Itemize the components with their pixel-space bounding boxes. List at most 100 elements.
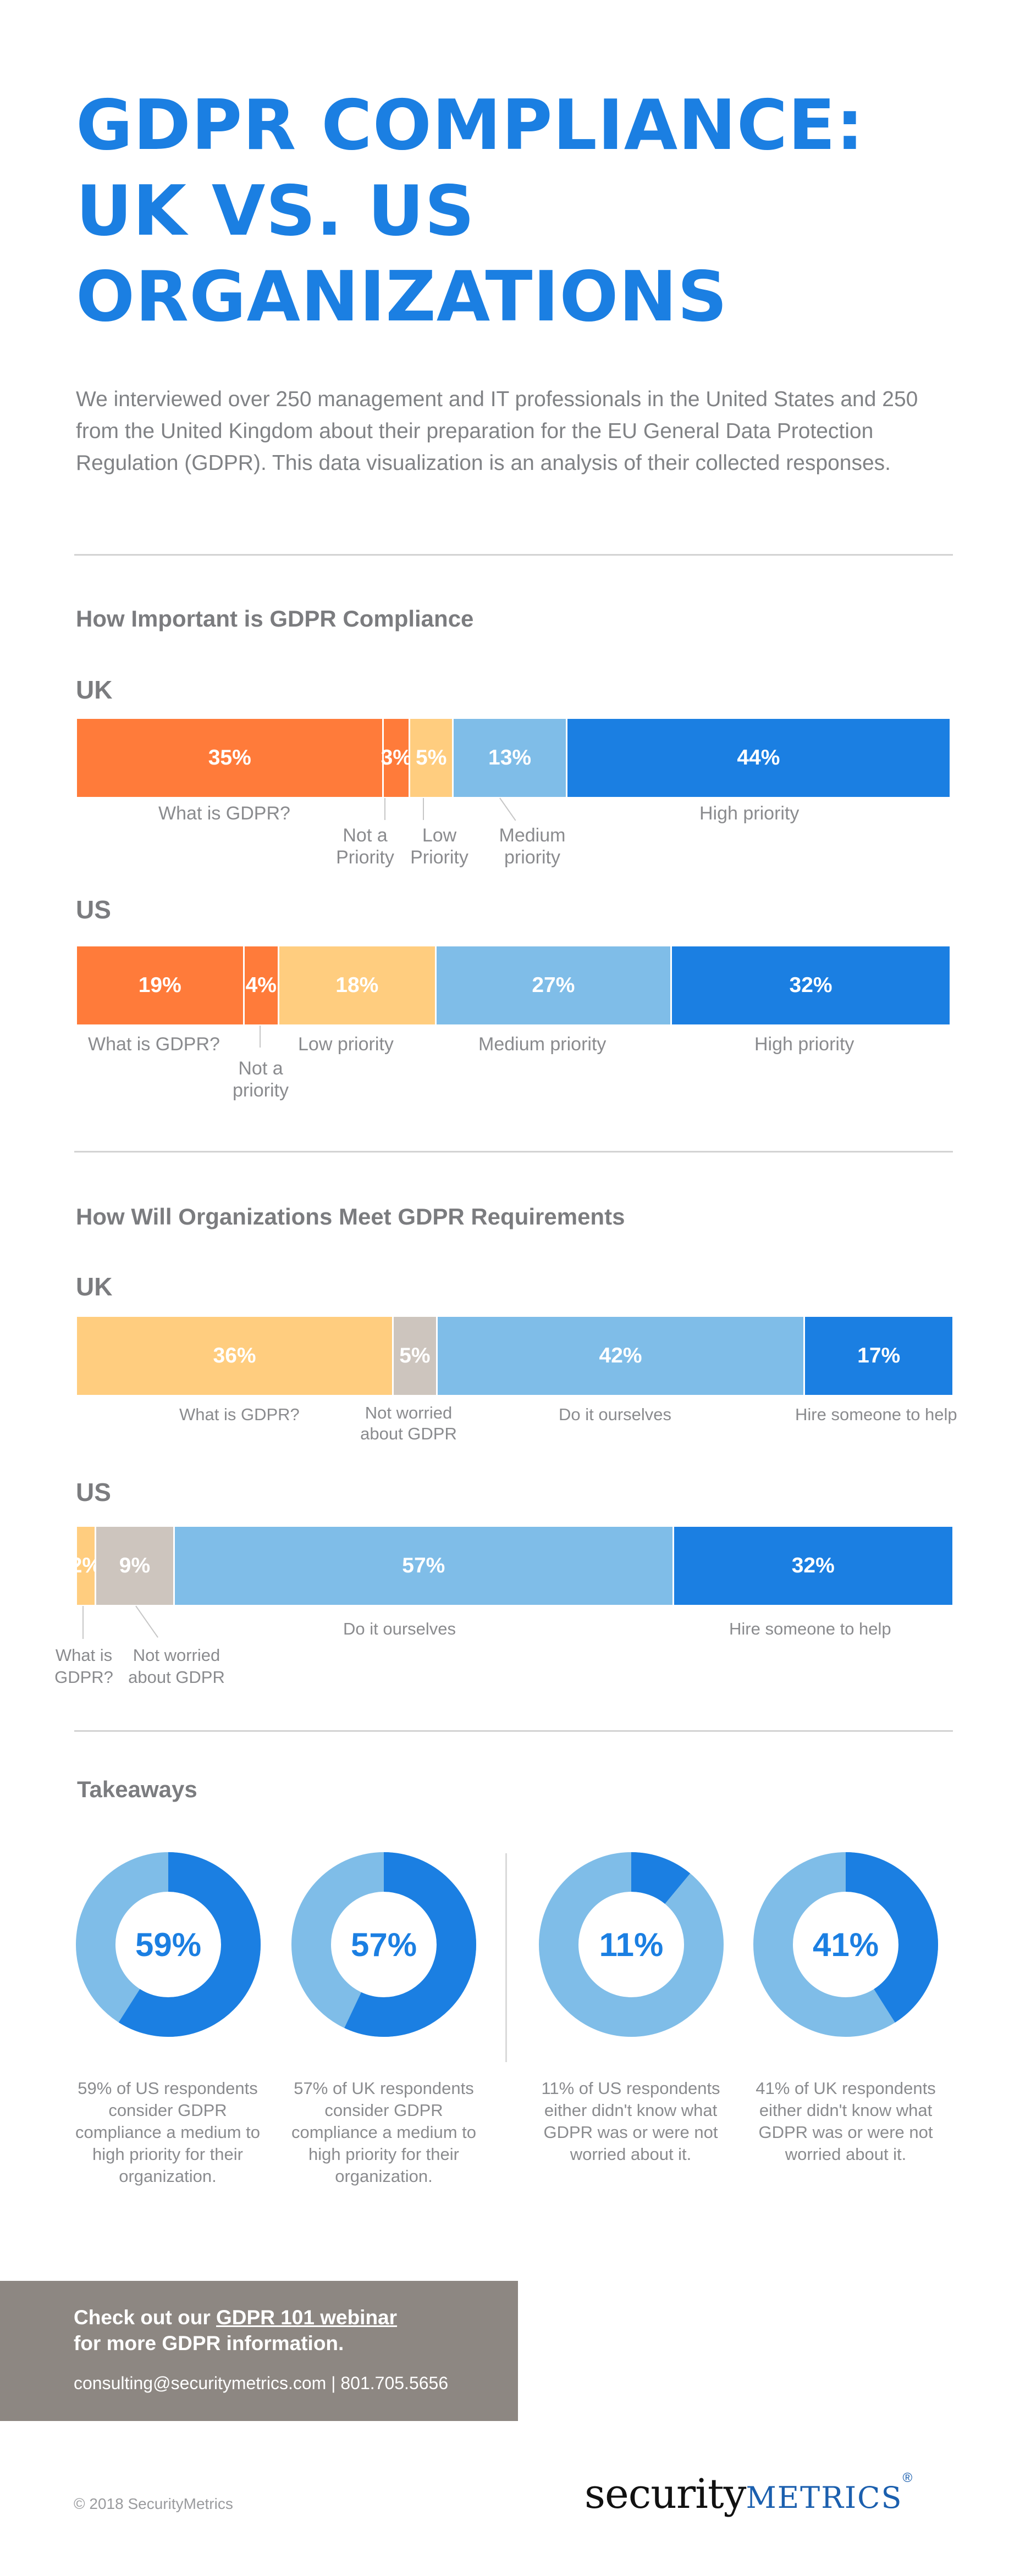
bar-label: Medium priority <box>499 825 566 868</box>
donut-chart: 11% <box>539 1852 724 2037</box>
bar-label: Low priority <box>298 1034 394 1055</box>
bar-value-label: 18% <box>335 973 379 997</box>
bar-value-label: 3% <box>381 746 412 769</box>
bar-segment: 17% <box>803 1317 952 1395</box>
logo-metrics: METRICS <box>746 2480 903 2515</box>
bar-value-label: 42% <box>599 1344 642 1367</box>
bar-label: High priority <box>754 1034 854 1055</box>
bar-label: Not worried about GDPR <box>128 1646 225 1687</box>
bar-segment: 42% <box>435 1317 804 1395</box>
bar-label: Hire someone to help <box>795 1405 957 1424</box>
country-label-uk: UK <box>76 1272 113 1301</box>
title-line: ORGANIZATIONS <box>76 256 728 337</box>
bar-segment: 27% <box>434 946 671 1024</box>
donut-caption: 41% of UK respondents either didn't know… <box>756 2079 936 2164</box>
bar-segment: 18% <box>278 946 435 1024</box>
leader-line <box>260 1026 261 1048</box>
donut-hole <box>579 1892 683 1997</box>
donut-slice <box>76 1852 261 2037</box>
bar-segment: 3% <box>381 719 412 797</box>
webinar-link[interactable]: GDPR 101 webinar <box>216 2306 398 2329</box>
bar-value-label: 9% <box>119 1554 151 1577</box>
leader-line <box>423 798 424 820</box>
bar-value-label: 4% <box>245 973 277 997</box>
stacked-bar-importance-uk: 35% 3% 5% 13% 44% <box>77 719 950 797</box>
bar-label: High priority <box>699 803 800 824</box>
donut-percent: 57% <box>350 1926 417 1963</box>
bar-value-label: 32% <box>791 1554 835 1577</box>
bar-value-label: 17% <box>857 1344 901 1367</box>
bar-value-label: 27% <box>532 973 575 997</box>
bar-value-label: 19% <box>138 973 181 997</box>
divider <box>74 554 953 556</box>
cta-line: Check out our GDPR 101 webinar <box>74 2306 397 2329</box>
bar-segment: 5% <box>392 1317 436 1395</box>
bar-label: What is GDPR? <box>54 1646 113 1687</box>
section-title-requirements: How Will Organizations Meet GDPR Require… <box>76 1204 625 1229</box>
divider <box>74 1730 953 1732</box>
donut-percent: 59% <box>135 1926 202 1963</box>
donut-caption: 59% of US respondents consider GDPR comp… <box>75 2079 260 2186</box>
section-title-importance: How Important is GDPR Compliance <box>76 606 474 631</box>
stacked-bar-importance-us: 19% 4% 18% 27% 32% <box>77 946 950 1024</box>
logo-security: security <box>585 2470 746 2518</box>
bar-value-label: 13% <box>488 746 532 769</box>
cta-box: Check out our GDPR 101 webinar for more … <box>0 2281 518 2421</box>
title-line: GDPR COMPLIANCE: <box>76 85 864 165</box>
bar-segment: 32% <box>672 1527 952 1605</box>
divider <box>74 1151 953 1153</box>
bar-label: What is GDPR? <box>179 1405 300 1424</box>
donut-caption: 11% of US respondents either didn't know… <box>541 2079 720 2164</box>
contact-info: consulting@securitymetrics.com | 801.705… <box>74 2373 449 2393</box>
intro-paragraph: We interviewed over 250 management and I… <box>76 387 918 475</box>
bar-label: Not a Priority <box>336 825 394 868</box>
bar-value-label: 36% <box>213 1344 256 1367</box>
bar-label: What is GDPR? <box>158 803 290 824</box>
bar-label: Do it ourselves <box>559 1405 672 1424</box>
leader-line <box>499 797 516 821</box>
copyright: © 2018 SecurityMetrics <box>74 2495 233 2512</box>
bar-segment: 57% <box>173 1527 672 1605</box>
bar-value-label: 32% <box>789 973 832 997</box>
bar-label: Not worried about GDPR <box>360 1403 457 1443</box>
bar-label: Hire someone to help <box>729 1619 891 1638</box>
donut-chart: 59% <box>76 1852 261 2037</box>
bar-value-label: 5% <box>399 1344 431 1367</box>
bar-segment: 35% <box>77 719 383 797</box>
section-title-takeaways: Takeaways <box>77 1776 197 1802</box>
donut-slice <box>753 1852 938 2037</box>
leader-line <box>384 798 385 820</box>
donut-chart: 57% <box>291 1852 476 2037</box>
bar-segment: 36% <box>77 1317 393 1395</box>
bar-value-label: 44% <box>737 746 780 769</box>
bar-value-label: 57% <box>402 1554 445 1577</box>
bar-segment: 19% <box>77 946 243 1024</box>
country-label-uk: UK <box>76 675 113 704</box>
bar-label: Not a priority <box>232 1058 289 1101</box>
page-title: GDPR COMPLIANCE: UK VS. US ORGANIZATIONS <box>76 82 956 340</box>
bar-segment: 32% <box>670 946 950 1024</box>
cta-prefix: Check out our <box>74 2306 217 2329</box>
cta-line-2: for more GDPR information. <box>74 2332 344 2355</box>
donut-hole <box>332 1892 436 1997</box>
donut-percent: 11% <box>599 1926 664 1963</box>
vertical-divider <box>505 1853 507 2062</box>
bar-label: Low Priority <box>410 825 468 868</box>
donut-chart: 41% <box>753 1852 938 2037</box>
bar-value-label: 35% <box>208 746 251 769</box>
bar-label: What is GDPR? <box>88 1034 220 1055</box>
donut-slice <box>539 1852 724 2037</box>
bar-segment: 9% <box>94 1527 174 1605</box>
bar-label: Do it ourselves <box>343 1619 456 1638</box>
bar-segment: 44% <box>565 719 950 797</box>
donut-percent: 41% <box>812 1926 879 1963</box>
bar-segment: 5% <box>409 719 453 797</box>
donut-slice <box>291 1852 476 2037</box>
leader-line <box>135 1605 158 1638</box>
bar-segment: 2% <box>70 1527 101 1605</box>
securitymetrics-logo: securityMETRICS® <box>585 2470 969 2525</box>
leader-line <box>82 1606 84 1639</box>
country-label-us: US <box>76 895 111 924</box>
country-label-us: US <box>76 1478 111 1506</box>
bar-segment: 13% <box>452 719 566 797</box>
